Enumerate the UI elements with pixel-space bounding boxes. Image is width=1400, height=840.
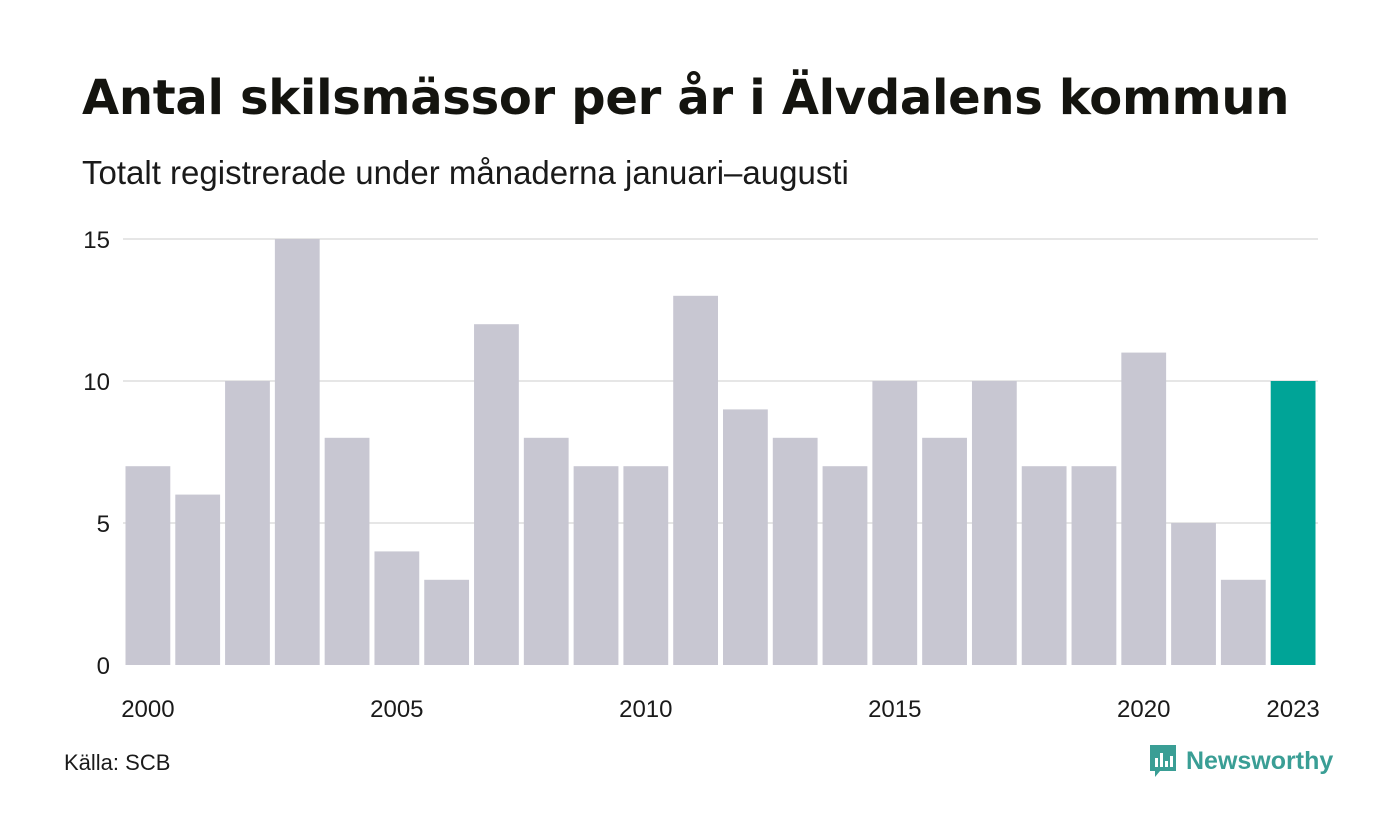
- bar-2017: [971, 381, 1017, 665]
- y-tick-label: 0: [97, 653, 110, 680]
- bar-2018: [1021, 466, 1067, 665]
- chart-title: Antal skilsmässor per år i Älvdalens kom…: [82, 70, 1290, 126]
- brand-name: Newsworthy: [1186, 746, 1334, 775]
- y-tick-label: 15: [83, 227, 110, 254]
- bar-2013: [772, 437, 818, 665]
- x-tick-label: 2020: [1117, 696, 1170, 723]
- gridlines: [123, 238, 1318, 524]
- bar-2016: [922, 437, 967, 665]
- x-tick-label: 2010: [619, 696, 672, 723]
- bar-2011: [673, 295, 718, 665]
- bar-2012: [723, 409, 768, 665]
- x-axis-labels: 2000 2005 2010 2015 2020 2023: [121, 696, 1320, 723]
- source-note: Källa: SCB: [64, 750, 171, 775]
- bar-2009: [573, 466, 619, 665]
- bar-2014: [822, 466, 868, 665]
- x-tick-label: 2000: [121, 696, 174, 723]
- bar-2015: [872, 381, 918, 665]
- x-tick-label: 2015: [868, 696, 921, 723]
- chart-subtitle: Totalt registrerade under månaderna janu…: [82, 154, 849, 191]
- bar-2021: [1171, 523, 1216, 665]
- bar-2001: [175, 494, 221, 665]
- bar-2008: [523, 437, 569, 665]
- bars: [125, 239, 1316, 665]
- bar-2023: [1270, 381, 1316, 665]
- bar-2004: [324, 437, 370, 665]
- bar-2002: [225, 381, 270, 665]
- bar-2010: [623, 466, 669, 665]
- bar-chart: 0 5 10 15 2000 2005 2010 2015 2020 2023: [83, 227, 1320, 723]
- y-axis-labels: 0 5 10 15: [83, 227, 110, 680]
- y-tick-label: 5: [97, 511, 110, 538]
- x-tick-label: 2023: [1266, 696, 1319, 723]
- bar-2020: [1121, 352, 1167, 665]
- bar-2005: [374, 551, 420, 665]
- y-tick-label: 10: [83, 369, 110, 396]
- bar-2007: [474, 324, 519, 665]
- bar-chart-speech-bubble-icon: [1150, 745, 1176, 777]
- x-tick-label: 2005: [370, 696, 423, 723]
- brand-logo: Newsworthy: [1148, 744, 1333, 778]
- bar-2006: [424, 579, 470, 665]
- bar-2022: [1220, 579, 1266, 665]
- bar-2003: [274, 239, 320, 665]
- bar-2019: [1071, 466, 1117, 665]
- bar-2000: [125, 466, 171, 665]
